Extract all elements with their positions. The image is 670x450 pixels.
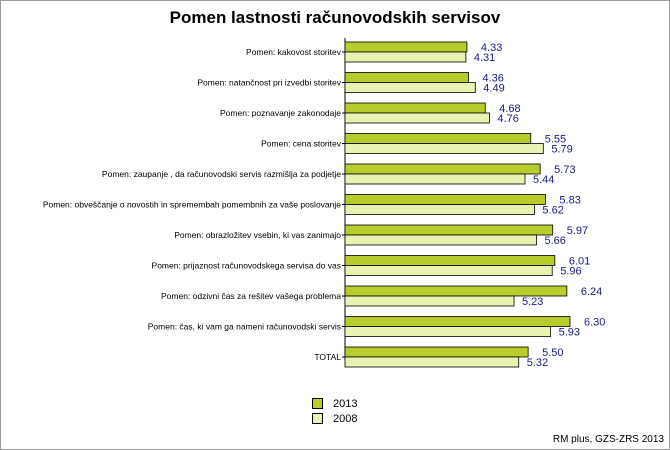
category-label: Pomen: poznavanje zakonodaje xyxy=(220,108,341,118)
data-label-2008: 5.66 xyxy=(545,235,566,247)
bar-2008 xyxy=(344,265,553,276)
category-label: Pomen: kakovost storitev xyxy=(246,47,342,57)
bar-2013 xyxy=(344,285,568,297)
data-label-2008: 4.76 xyxy=(497,113,518,125)
bar-2008 xyxy=(344,204,535,215)
category-label: Pomen: cena storitev xyxy=(261,139,342,149)
bar-2013 xyxy=(344,316,571,327)
data-label-2013: 6.01 xyxy=(569,256,590,268)
data-label-2008: 5.44 xyxy=(533,174,554,186)
bar-2008 xyxy=(344,112,490,124)
data-label-2013: 5.73 xyxy=(554,164,575,176)
chart-marks: Pomen: kakovost storitev 4.334.31 Pomen: n… xyxy=(43,41,605,369)
data-label-2008: 5.23 xyxy=(522,296,543,308)
category-label: Pomen: obrazložitev vsebin, ki vas zanim… xyxy=(174,230,341,240)
bar-2008 xyxy=(344,51,467,63)
legend-swatch-2013 xyxy=(312,398,323,409)
category-label: Pomen: natančnost pri izvedbi storitev xyxy=(197,78,341,88)
legend-label-2013: 2013 xyxy=(333,397,358,410)
category-label: Pomen: zaupanje , da računovodski servis… xyxy=(102,169,341,179)
data-label-2008: 4.31 xyxy=(474,52,495,64)
bar-2013 xyxy=(344,41,468,53)
data-label-2008: 5.32 xyxy=(527,357,548,369)
data-label-2013: 6.24 xyxy=(581,286,602,298)
data-label-2008: 5.93 xyxy=(559,327,580,339)
bar-2008 xyxy=(344,326,552,337)
bar-2008 xyxy=(344,82,476,93)
bar-2013 xyxy=(344,102,486,114)
data-label-2008: 5.62 xyxy=(542,205,563,217)
bar-2013 xyxy=(344,224,554,236)
category-label: Pomen: obveščanje o novostih in sprememb… xyxy=(43,200,341,210)
chart-title: Pomen lastnosti računovodskih servisov xyxy=(169,8,501,27)
data-label-2008: 4.49 xyxy=(483,83,504,95)
bar-2008 xyxy=(344,356,520,368)
data-label-2013: 4.68 xyxy=(499,103,520,115)
category-label: Pomen: čas, ki vam ga nameni računovodsk… xyxy=(148,322,341,332)
data-label-2013: 4.36 xyxy=(482,73,503,85)
data-label-2013: 4.33 xyxy=(481,42,502,54)
legend-swatch-2008 xyxy=(312,413,323,424)
legend-item-2008: 2008 xyxy=(312,411,357,426)
data-label-2013: 5.50 xyxy=(542,347,563,359)
category-label: TOTAL xyxy=(314,352,341,362)
legend-label-2008: 2008 xyxy=(333,412,358,425)
bar-2013 xyxy=(344,133,532,144)
category-label: Pomen: prijaznost računovodskega servisa… xyxy=(152,261,341,271)
bar-2013 xyxy=(344,163,541,175)
data-label-2013: 5.83 xyxy=(559,195,580,207)
bar-2008 xyxy=(344,234,537,246)
bar-2008 xyxy=(344,173,526,185)
data-label-2008: 5.79 xyxy=(551,144,572,156)
bar-2013 xyxy=(344,255,556,266)
category-label: Pomen: odzivni čas za rešitev vašega pro… xyxy=(161,291,341,301)
bar-2013 xyxy=(344,194,546,205)
bar-2008 xyxy=(344,295,515,307)
bar-2008 xyxy=(344,143,544,154)
bar-2013 xyxy=(344,346,529,358)
legend: 2013 2008 xyxy=(312,396,357,426)
bar-2013 xyxy=(344,72,469,83)
data-label-2013: 5.55 xyxy=(545,134,566,146)
legend-item-2013: 2013 xyxy=(312,396,357,411)
data-label-2013: 5.97 xyxy=(567,225,588,237)
data-label-2008: 5.96 xyxy=(560,266,581,278)
data-label-2013: 6.30 xyxy=(584,317,605,329)
source-note: RM plus, GZS-ZRS 2013 xyxy=(552,434,664,445)
